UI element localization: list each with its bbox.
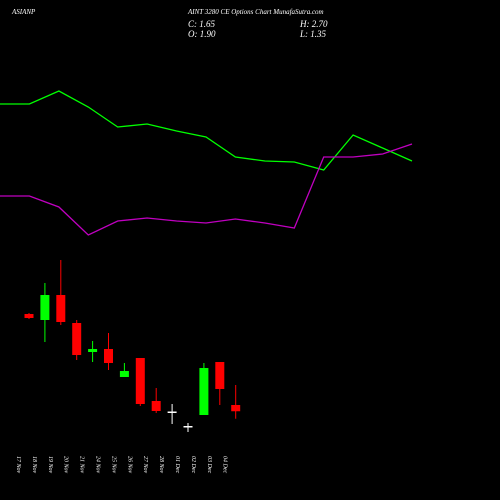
open-label: O: 1.90 <box>188 29 216 39</box>
x-tick-label: 27 Nov <box>142 456 148 474</box>
candle-body <box>183 426 193 428</box>
chart-title: AINT 3280 CE Options Chart MunafaSutra.c… <box>187 8 324 16</box>
x-tick-label: 25 Nov <box>110 456 116 474</box>
candle-body <box>119 371 129 377</box>
x-tick-label: 21 Nov <box>79 456 85 474</box>
candle-body <box>135 358 145 404</box>
x-tick-label: 20 Nov <box>63 456 69 474</box>
candle-body <box>151 401 161 411</box>
close-label: C: 1.65 <box>188 19 216 29</box>
candle-body <box>72 323 82 355</box>
low-label: L: 1.35 <box>299 29 327 39</box>
candle-body <box>231 405 241 412</box>
line-series <box>0 143 413 236</box>
candle-body <box>199 368 209 415</box>
x-tick-label: 01 Dec <box>174 456 180 473</box>
candle-body <box>56 295 66 322</box>
x-tick-label: 02 Dec <box>190 456 196 473</box>
x-tick-label: 04 Dec <box>222 456 229 473</box>
candle-body <box>104 349 113 363</box>
candle-body <box>24 314 34 318</box>
x-tick-label: 26 Nov <box>126 456 132 474</box>
line-series <box>0 90 413 171</box>
x-tick-label: 19 Nov <box>47 456 53 474</box>
candle-body <box>88 349 98 352</box>
x-tick-label: 28 Nov <box>158 456 164 474</box>
candle-body <box>167 411 177 413</box>
high-label: H: 2.70 <box>299 19 328 29</box>
x-tick-label: 17 Nov <box>15 456 21 474</box>
candle-body <box>215 362 225 389</box>
chart-title: ASIANP <box>11 8 36 16</box>
x-tick-label: 24 Nov <box>95 456 102 474</box>
x-tick-label: 18 Nov <box>31 456 37 474</box>
candle-body <box>40 295 50 320</box>
x-tick-label: 03 Dec <box>206 456 212 473</box>
